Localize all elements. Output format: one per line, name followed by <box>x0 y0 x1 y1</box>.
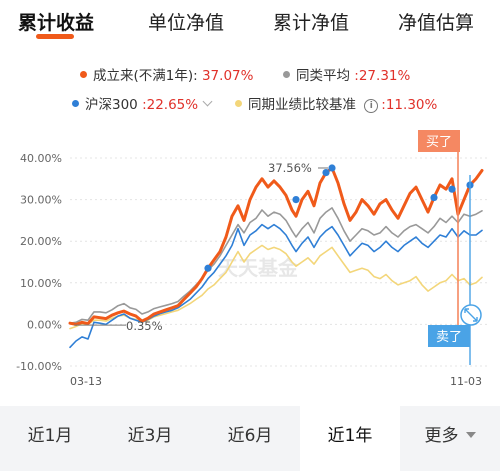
sell-marker-line <box>469 175 471 365</box>
legend-item-peer[interactable]: 同类平均 :27.31% <box>283 64 410 84</box>
y-tick-label: 30.00% <box>20 194 62 207</box>
series-line-1 <box>69 207 483 325</box>
index-dot-icon <box>72 100 79 107</box>
x-tick-label: 03-13 <box>70 375 102 388</box>
legend-benchmark-value: :11.30% <box>381 97 438 113</box>
info-icon[interactable]: i <box>364 99 379 113</box>
period-1y-label: 近1年 <box>327 426 373 446</box>
period-more-label: 更多 <box>424 426 459 446</box>
period-selector: 近1月 近3月 近6月 近1年 更多 <box>0 406 500 471</box>
tab-nav-estimate[interactable]: 净值估算 <box>398 12 475 34</box>
active-tab-indicator <box>36 34 74 39</box>
tab-unit-nav[interactable]: 单位净值 <box>148 12 225 34</box>
legend-fund-label: 成立来(不满1年): <box>93 68 202 84</box>
period-3m[interactable]: 近3月 <box>100 406 200 471</box>
series-line-0 <box>68 166 484 326</box>
highlight-point[interactable] <box>328 164 336 172</box>
y-tick-label: 20.00% <box>20 235 62 248</box>
legend-item-fund[interactable]: 成立来(不满1年): 37.07% <box>80 64 253 84</box>
tab-cumulative-return[interactable]: 累计收益 <box>18 12 95 34</box>
buy-marker-line <box>457 148 459 338</box>
period-3m-label: 近3月 <box>127 426 173 446</box>
peer-dot-icon <box>283 71 290 78</box>
legend-item-index[interactable]: 沪深300 :22.65% <box>72 93 213 113</box>
watermark: 天天基金 <box>218 256 299 280</box>
legend-benchmark-label: 同期业绩比较基准 <box>248 97 361 113</box>
min-annotation-label: 0.35% <box>126 319 163 333</box>
legend-peer-value: :27.31% <box>354 68 411 84</box>
highlight-point[interactable] <box>204 264 212 272</box>
y-tick-label: 40.00% <box>20 152 62 165</box>
period-1y[interactable]: 近1年 <box>300 406 400 471</box>
highlight-point[interactable] <box>448 185 456 193</box>
tab-cumulative-nav[interactable]: 累计净值 <box>273 12 350 34</box>
dropdown-triangle-icon <box>465 432 476 438</box>
legend-index-value: :22.65% <box>142 97 199 113</box>
drag-arrows-icon <box>464 308 478 322</box>
period-6m[interactable]: 近6月 <box>200 406 300 471</box>
highlight-point[interactable] <box>322 168 330 177</box>
y-tick-label: 10.00% <box>20 277 62 290</box>
return-chart[interactable]: 40.00% 30.00% 20.00% 10.00% 0.00% -10.00% 天天基金… <box>0 0 500 405</box>
sell-marker-badge[interactable] <box>428 325 470 347</box>
x-tick-label: 11-03 <box>450 375 482 388</box>
y-tick-label: 0.00% <box>27 318 62 331</box>
highlight-point[interactable] <box>292 196 300 204</box>
highlight-point[interactable] <box>430 193 438 202</box>
fund-dot-icon <box>80 71 87 78</box>
period-1m-label: 近1月 <box>27 426 73 446</box>
series-line-2 <box>69 223 483 349</box>
buy-marker-label: 买了 <box>426 135 452 150</box>
period-6m-label: 近6月 <box>227 426 273 446</box>
buy-marker-badge[interactable] <box>418 130 460 152</box>
period-1m[interactable]: 近1月 <box>0 406 100 471</box>
legend-index-label: 沪深300 <box>85 97 143 113</box>
period-more[interactable]: 更多 <box>400 406 500 471</box>
tab-bar: 累计收益 单位净值 累计净值 净值估算 <box>0 0 500 44</box>
benchmark-dot-icon <box>235 100 242 107</box>
max-annotation-label: 37.56% <box>268 161 312 175</box>
sell-marker-label: 卖了 <box>436 330 462 345</box>
y-tick-label: -10.00% <box>16 360 62 373</box>
legend-peer-label: 同类平均 <box>296 68 355 84</box>
legend-item-benchmark[interactable]: 同期业绩比较基准 i:11.30% <box>235 93 437 113</box>
legend-fund-value: 37.07% <box>201 68 254 84</box>
